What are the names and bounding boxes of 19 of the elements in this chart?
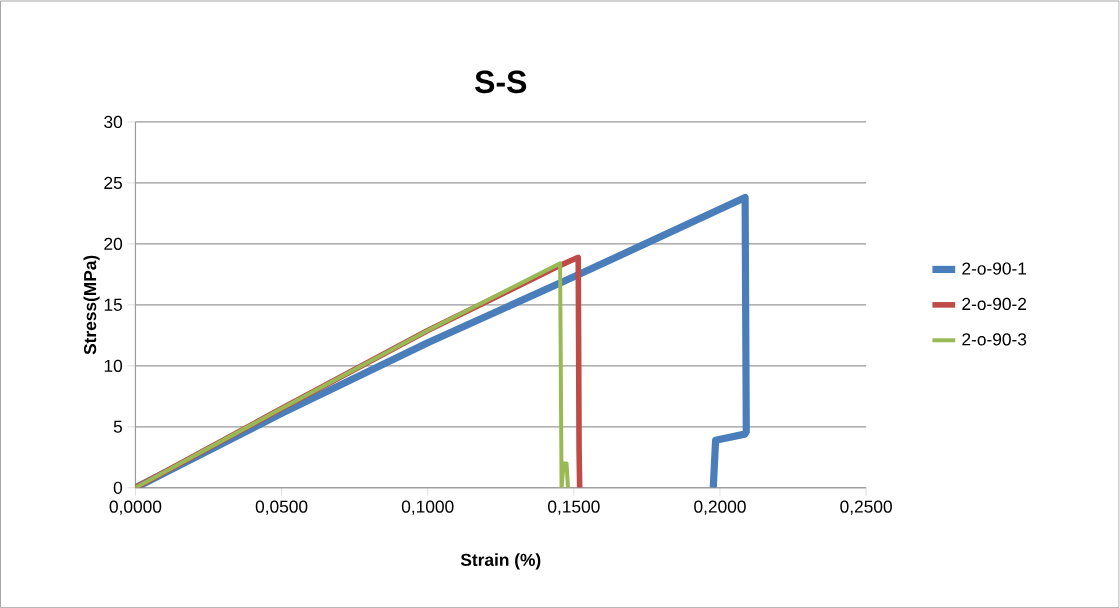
x-axis-title: Strain (%) <box>460 553 541 570</box>
legend-label: 2-o-90-3 <box>962 333 1027 346</box>
chart-title: S-S <box>475 70 527 94</box>
y-tick-label: 15 <box>104 298 122 311</box>
x-tick-label: 0,0500 <box>255 500 308 515</box>
x-tick-label: 0,2500 <box>840 500 892 515</box>
y-tick-label: 30 <box>104 115 123 128</box>
x-tick-label: 0,0000 <box>109 500 162 515</box>
x-tick-label: 0,1500 <box>548 500 600 515</box>
y-axis-title: Stress(MPa) <box>83 255 100 355</box>
y-tick-label: 10 <box>104 359 123 372</box>
y-tick-label: 20 <box>104 237 123 250</box>
x-tick-label: 0,2000 <box>694 500 746 515</box>
legend-label: 2-o-90-2 <box>962 297 1027 310</box>
y-tick-label: 25 <box>104 176 122 189</box>
y-tick-label: 0 <box>113 481 123 494</box>
legend-label: 2-o-90-1 <box>962 262 1027 275</box>
x-tick-label: 0,1000 <box>401 500 454 515</box>
y-tick-label: 5 <box>113 420 123 433</box>
